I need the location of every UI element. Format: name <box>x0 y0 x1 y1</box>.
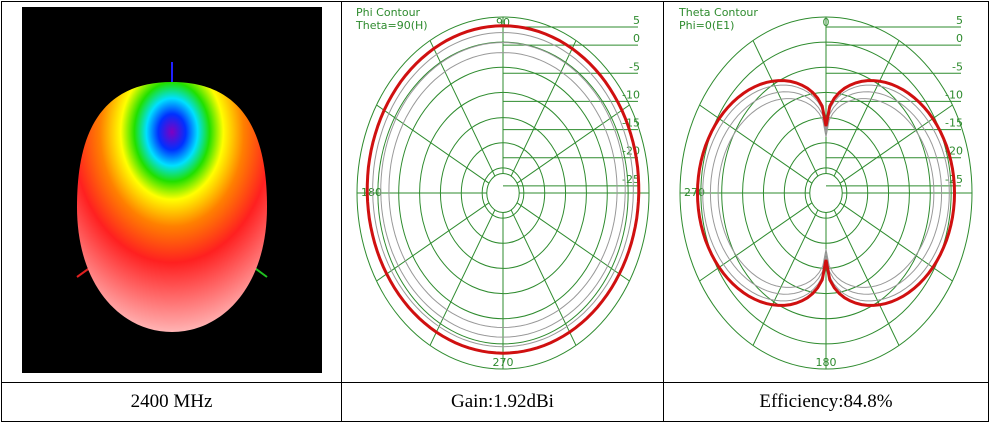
plot-subtitle: Theta=90(H) <box>355 19 428 32</box>
spoke <box>699 201 813 281</box>
angle-label: 270 <box>492 356 513 369</box>
ring-label: 5 <box>956 14 963 27</box>
phi-plot-cell: 5 0 -5 -10 -15 -20 -25 90 180 270 Phi Contour Theta… <box>341 1 664 383</box>
angle-label: 180 <box>361 186 382 199</box>
ring-label: -10 <box>945 88 963 101</box>
spoke <box>839 201 953 281</box>
pattern-curve <box>365 23 640 355</box>
spoke <box>833 209 900 346</box>
ring-label: 0 <box>956 32 963 45</box>
plot-subtitle: Phi=0(E1) <box>679 19 734 32</box>
spoke <box>429 209 495 346</box>
spoke <box>516 201 630 281</box>
trace <box>379 41 626 338</box>
radiation-body <box>76 81 267 332</box>
angle-label: 0 <box>823 16 830 29</box>
ring-label: -10 <box>622 88 640 101</box>
gain-caption: Gain:1.92dBi <box>341 382 664 422</box>
efficiency-caption: Efficiency:84.8% <box>663 382 989 422</box>
spoke <box>833 39 900 176</box>
trace <box>371 31 634 347</box>
ring-label: 5 <box>633 14 640 27</box>
trace <box>387 51 618 328</box>
angle-label: 180 <box>816 356 837 369</box>
pattern-3d-cell <box>1 1 342 383</box>
ring <box>804 166 848 219</box>
ring-label: -5 <box>629 60 640 73</box>
spoke <box>752 39 819 176</box>
spoke <box>429 39 495 176</box>
frequency-caption: 2400 MHz <box>1 382 342 422</box>
spoke <box>699 104 813 184</box>
spoke <box>375 104 489 184</box>
plot-title: Theta Contour <box>678 6 758 19</box>
plot-title: Phi Contour <box>356 6 421 19</box>
theta-plot-cell: 5 0 -5 -10 -15 -20 -25 0 270 180 Theta Contour Phi=… <box>663 1 989 383</box>
trace <box>717 97 935 288</box>
ring-label: 0 <box>633 32 640 45</box>
spoke <box>510 209 576 346</box>
spoke <box>510 39 576 176</box>
trace <box>702 84 950 301</box>
spoke <box>839 104 953 184</box>
spoke <box>375 201 489 281</box>
pattern-curve <box>695 78 957 307</box>
trace <box>709 90 943 295</box>
ring-label: -5 <box>952 60 963 73</box>
spoke <box>516 104 630 184</box>
pattern-3d <box>21 6 322 373</box>
center-ring <box>485 172 520 213</box>
ring-label: -25 <box>622 172 640 185</box>
ring-label: -15 <box>945 116 963 129</box>
spoke <box>752 209 819 346</box>
ring <box>481 166 524 219</box>
angle-label: 270 <box>684 186 705 199</box>
center-ring <box>809 172 843 213</box>
